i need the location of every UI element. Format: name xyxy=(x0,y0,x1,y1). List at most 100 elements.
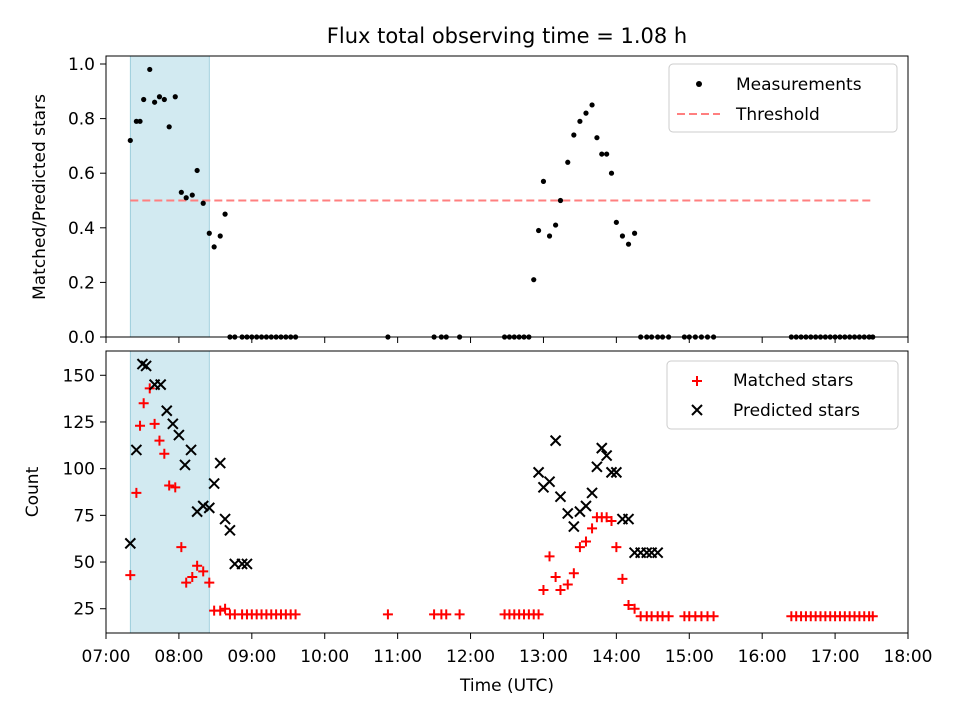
x-tick-label: 16:00 xyxy=(738,647,787,667)
measurement-point xyxy=(594,135,600,141)
predicted-star-point xyxy=(543,476,556,488)
predicted-star-point xyxy=(236,558,248,570)
measurement-point xyxy=(589,102,595,108)
matched-star-point xyxy=(580,536,591,547)
measurement-point xyxy=(557,197,564,204)
matched-star-point xyxy=(135,420,146,431)
matched-star-point xyxy=(562,579,573,590)
x-axis-label: Time (UTC) xyxy=(459,676,554,696)
measurement-point xyxy=(127,137,133,144)
measurement-point xyxy=(200,200,206,206)
matched-star-point xyxy=(623,599,634,610)
matched-star-point xyxy=(587,523,598,534)
measurement-point xyxy=(571,132,577,138)
matched-star-point xyxy=(131,487,142,498)
matched-star-point xyxy=(154,435,165,446)
bottom-shaded-interval xyxy=(129,350,210,634)
matched-star-point xyxy=(176,542,187,553)
matched-star-point xyxy=(533,609,544,620)
measurement-point xyxy=(206,230,212,236)
top-legend: Measurements Threshold xyxy=(668,63,898,133)
x-tick-label: 17:00 xyxy=(811,647,860,667)
predicted-star-point xyxy=(214,457,226,469)
matched-star-point xyxy=(629,603,640,614)
measurement-point xyxy=(178,189,184,195)
bottom-y-tick-label: 50 xyxy=(73,553,95,573)
measurement-point xyxy=(147,66,153,73)
matched-star-point xyxy=(867,611,878,622)
measurement-point xyxy=(183,195,189,201)
measurement-point xyxy=(217,233,223,239)
matched-star-point xyxy=(606,515,617,526)
predicted-star-point xyxy=(167,418,179,430)
x-tick-label: 09:00 xyxy=(227,647,276,667)
matched-star-point xyxy=(538,585,549,596)
top-y-tick-label: 0.8 xyxy=(68,110,95,130)
matched-star-point xyxy=(170,482,181,493)
measurement-point xyxy=(172,94,178,100)
measurement-point xyxy=(531,277,537,283)
x-tick-label: 11:00 xyxy=(373,647,422,667)
predicted-star-point xyxy=(224,524,236,536)
matched-star-point xyxy=(149,418,160,429)
matched-star-point xyxy=(164,480,175,491)
matched-star-point xyxy=(550,571,561,582)
matched-star-point xyxy=(204,577,215,588)
matched-star-point xyxy=(187,571,198,582)
measurement-point xyxy=(608,170,615,176)
measurement-point xyxy=(156,94,163,100)
measurement-point xyxy=(583,110,589,116)
bottom-legend-frame xyxy=(666,360,899,430)
x-tick-label: 13:00 xyxy=(519,647,568,667)
bottom-panel: 25 50 75 100 125 150 07:00 08:00 09:00 10:00 11:0… xyxy=(23,350,933,696)
measurement-point xyxy=(631,230,638,236)
top-y-tick-label: 0.4 xyxy=(68,219,95,239)
x-tick-label: 07:00 xyxy=(82,647,131,667)
predicted-star-point xyxy=(605,466,618,479)
matched-star-point xyxy=(192,560,203,571)
predicted-star-point xyxy=(203,502,215,514)
predicted-star-point xyxy=(641,546,653,559)
predicted-star-point xyxy=(185,444,197,456)
measurement-point xyxy=(535,227,542,234)
predicted-star-point xyxy=(610,466,623,479)
x-tick-label: 14:00 xyxy=(592,647,641,667)
top-y-tick-label: 0.6 xyxy=(68,164,95,184)
legend-matched-label: Matched stars xyxy=(733,371,853,391)
top-legend-frame xyxy=(668,63,898,133)
legend-matched-marker xyxy=(692,376,702,386)
x-tick-label: 15:00 xyxy=(665,647,714,667)
predicted-star-point xyxy=(179,459,191,471)
predicted-star-point xyxy=(554,490,567,503)
measurement-point xyxy=(211,244,217,250)
matched-star-point xyxy=(125,570,136,581)
x-tick-label: 12:00 xyxy=(446,647,495,667)
matched-star-point xyxy=(555,585,566,596)
measurement-point xyxy=(619,233,626,239)
measurement-point xyxy=(604,151,610,157)
top-y-ticks: 0.0 0.2 0.4 0.6 0.8 1.0 xyxy=(68,55,106,348)
matched-star-point xyxy=(159,448,170,459)
matched-star-point xyxy=(290,609,301,620)
legend-threshold-label: Threshold xyxy=(735,105,820,125)
matched-star-point xyxy=(574,542,585,553)
bottom-y-tick-label: 100 xyxy=(63,460,95,480)
predicted-star-point xyxy=(600,449,613,462)
measurement-point xyxy=(625,241,632,247)
x-tick-label: 10:00 xyxy=(300,647,349,667)
top-y-axis-label: Matched/Predicted stars xyxy=(30,94,50,300)
bottom-y-axis-label: Count xyxy=(23,466,43,517)
matched-star-point xyxy=(663,611,674,622)
measurement-point xyxy=(553,222,559,228)
top-panel: 0.0 0.2 0.4 0.6 0.8 1.0 Matched/Predicted sta… xyxy=(30,55,909,348)
measurement-point xyxy=(189,192,195,198)
bottom-y-tick-label: 25 xyxy=(73,600,95,620)
matched-star-point xyxy=(138,398,149,409)
predicted-star-point xyxy=(596,442,608,454)
predicted-star-point xyxy=(591,461,603,473)
matched-star-point xyxy=(611,542,622,553)
predicted-star-point xyxy=(586,487,598,499)
bottom-y-tick-label: 150 xyxy=(63,366,95,386)
matched-star-point xyxy=(544,551,555,562)
bottom-y-ticks: 25 50 75 100 125 150 xyxy=(63,366,106,620)
